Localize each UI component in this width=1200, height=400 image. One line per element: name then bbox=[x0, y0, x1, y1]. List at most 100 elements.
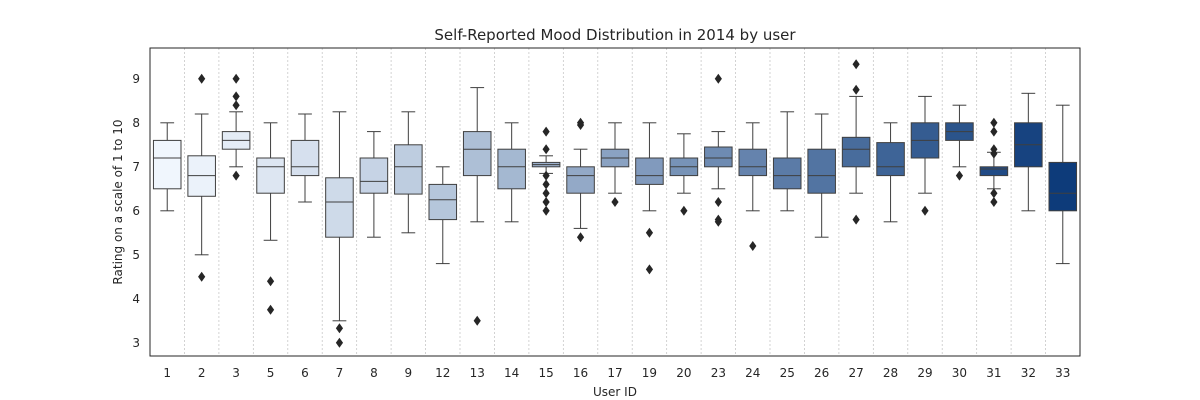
box-iqr bbox=[325, 177, 354, 238]
box-plot-user-19 bbox=[635, 122, 664, 275]
box-plot-user-23 bbox=[704, 73, 733, 227]
y-tick-label: 8 bbox=[132, 116, 140, 130]
chart-title: Self-Reported Mood Distribution in 2014 … bbox=[434, 26, 796, 44]
y-tick-label: 4 bbox=[132, 292, 140, 306]
x-tick-label: 1 bbox=[163, 366, 171, 380]
x-tick-label: 33 bbox=[1055, 366, 1070, 380]
x-tick-label: 14 bbox=[504, 366, 519, 380]
x-tick-label: 2 bbox=[198, 366, 206, 380]
x-tick-label: 3 bbox=[232, 366, 240, 380]
x-tick-label: 28 bbox=[883, 366, 898, 380]
outlier-point bbox=[645, 264, 654, 275]
box-iqr bbox=[738, 148, 768, 177]
box-plot-user-15 bbox=[531, 126, 561, 216]
box-plot-user-8 bbox=[359, 131, 389, 238]
x-tick-label: 20 bbox=[676, 366, 691, 380]
x-tick-label: 19 bbox=[642, 366, 657, 380]
plot-frame bbox=[149, 47, 1081, 357]
outlier-point bbox=[852, 59, 860, 70]
box-plot-user-13 bbox=[462, 87, 492, 326]
box-plot-user-26 bbox=[807, 113, 836, 238]
y-tick-label: 5 bbox=[132, 248, 140, 262]
outlier-point bbox=[714, 216, 722, 227]
box-plot-user-12 bbox=[428, 166, 458, 265]
y-tick-label: 9 bbox=[132, 72, 140, 86]
outlier-point bbox=[852, 214, 860, 225]
x-tick-label: 17 bbox=[607, 366, 622, 380]
outlier-point bbox=[335, 323, 344, 334]
x-tick-label: 13 bbox=[470, 366, 485, 380]
outlier-point bbox=[266, 276, 275, 287]
outlier-point bbox=[542, 144, 550, 155]
box-plot-user-16 bbox=[566, 117, 595, 243]
box-plot-user-25 bbox=[772, 111, 802, 212]
box-plot-user-24 bbox=[738, 122, 768, 251]
box-iqr bbox=[152, 139, 182, 190]
outlier-point bbox=[232, 170, 240, 181]
x-tick-label: 32 bbox=[1021, 366, 1036, 380]
x-tick-label: 15 bbox=[538, 366, 553, 380]
box-iqr bbox=[772, 157, 802, 190]
outlier-point bbox=[232, 100, 240, 111]
x-tick-label: 9 bbox=[405, 366, 413, 380]
box-plot-user-1 bbox=[152, 122, 182, 212]
box-iqr bbox=[359, 157, 389, 194]
outlier-point bbox=[198, 73, 206, 84]
grid-lines bbox=[184, 48, 1046, 356]
outlier-point bbox=[542, 170, 550, 181]
box-iqr bbox=[566, 166, 595, 194]
x-tick-label: 6 bbox=[301, 366, 309, 380]
outlier-point bbox=[921, 205, 929, 216]
x-tick-label: 31 bbox=[986, 366, 1001, 380]
box-plot-user-9 bbox=[394, 111, 423, 234]
box-plot-user-6 bbox=[290, 113, 320, 203]
box-iqr bbox=[256, 157, 285, 194]
box-iqr bbox=[290, 139, 320, 177]
box-iqr bbox=[462, 131, 492, 177]
x-tick-label: 12 bbox=[435, 366, 450, 380]
y-tick-label: 7 bbox=[132, 160, 140, 174]
box-plot-user-3 bbox=[221, 73, 251, 181]
box-plot-user-30 bbox=[945, 104, 974, 181]
outlier-point bbox=[576, 232, 585, 243]
x-tick-label: 30 bbox=[952, 366, 967, 380]
outlier-point bbox=[990, 188, 998, 199]
box-plot-user-2 bbox=[187, 73, 216, 282]
box-iqr bbox=[497, 148, 526, 190]
outlier-point bbox=[335, 337, 344, 348]
outlier-point bbox=[990, 197, 998, 207]
box-plot-user-5 bbox=[256, 122, 285, 315]
box-plot-user-17 bbox=[600, 122, 630, 207]
outlier-point bbox=[749, 241, 757, 251]
box-plot-user-32 bbox=[1014, 92, 1043, 212]
x-tick-label: 25 bbox=[780, 366, 795, 380]
outlier-point bbox=[714, 197, 722, 207]
x-tick-label: 8 bbox=[370, 366, 378, 380]
box-plot-user-7 bbox=[325, 111, 354, 348]
outlier-point bbox=[232, 73, 240, 84]
outlier-point bbox=[990, 126, 998, 137]
x-axis-label: User ID bbox=[593, 385, 637, 399]
box-iqr bbox=[1048, 161, 1078, 212]
box-plot-user-14 bbox=[497, 122, 526, 223]
outlier-point bbox=[198, 271, 206, 282]
box-iqr bbox=[704, 146, 733, 168]
box-plot-user-27 bbox=[841, 59, 871, 225]
outlier-point bbox=[852, 84, 860, 95]
outlier-point bbox=[576, 120, 585, 130]
box-plot-user-29 bbox=[910, 95, 940, 216]
outlier-point bbox=[542, 126, 550, 137]
x-tick-label: 5 bbox=[267, 366, 275, 380]
outlier-point bbox=[955, 170, 964, 181]
outlier-point bbox=[990, 148, 998, 159]
box-iqr bbox=[394, 144, 423, 195]
outlier-point bbox=[714, 73, 722, 84]
outlier-point bbox=[542, 188, 550, 199]
outlier-point bbox=[645, 227, 654, 238]
outlier-point bbox=[542, 205, 550, 216]
x-tick-label: 16 bbox=[573, 366, 588, 380]
outlier-point bbox=[611, 197, 619, 207]
box-plot-user-33 bbox=[1048, 104, 1078, 265]
